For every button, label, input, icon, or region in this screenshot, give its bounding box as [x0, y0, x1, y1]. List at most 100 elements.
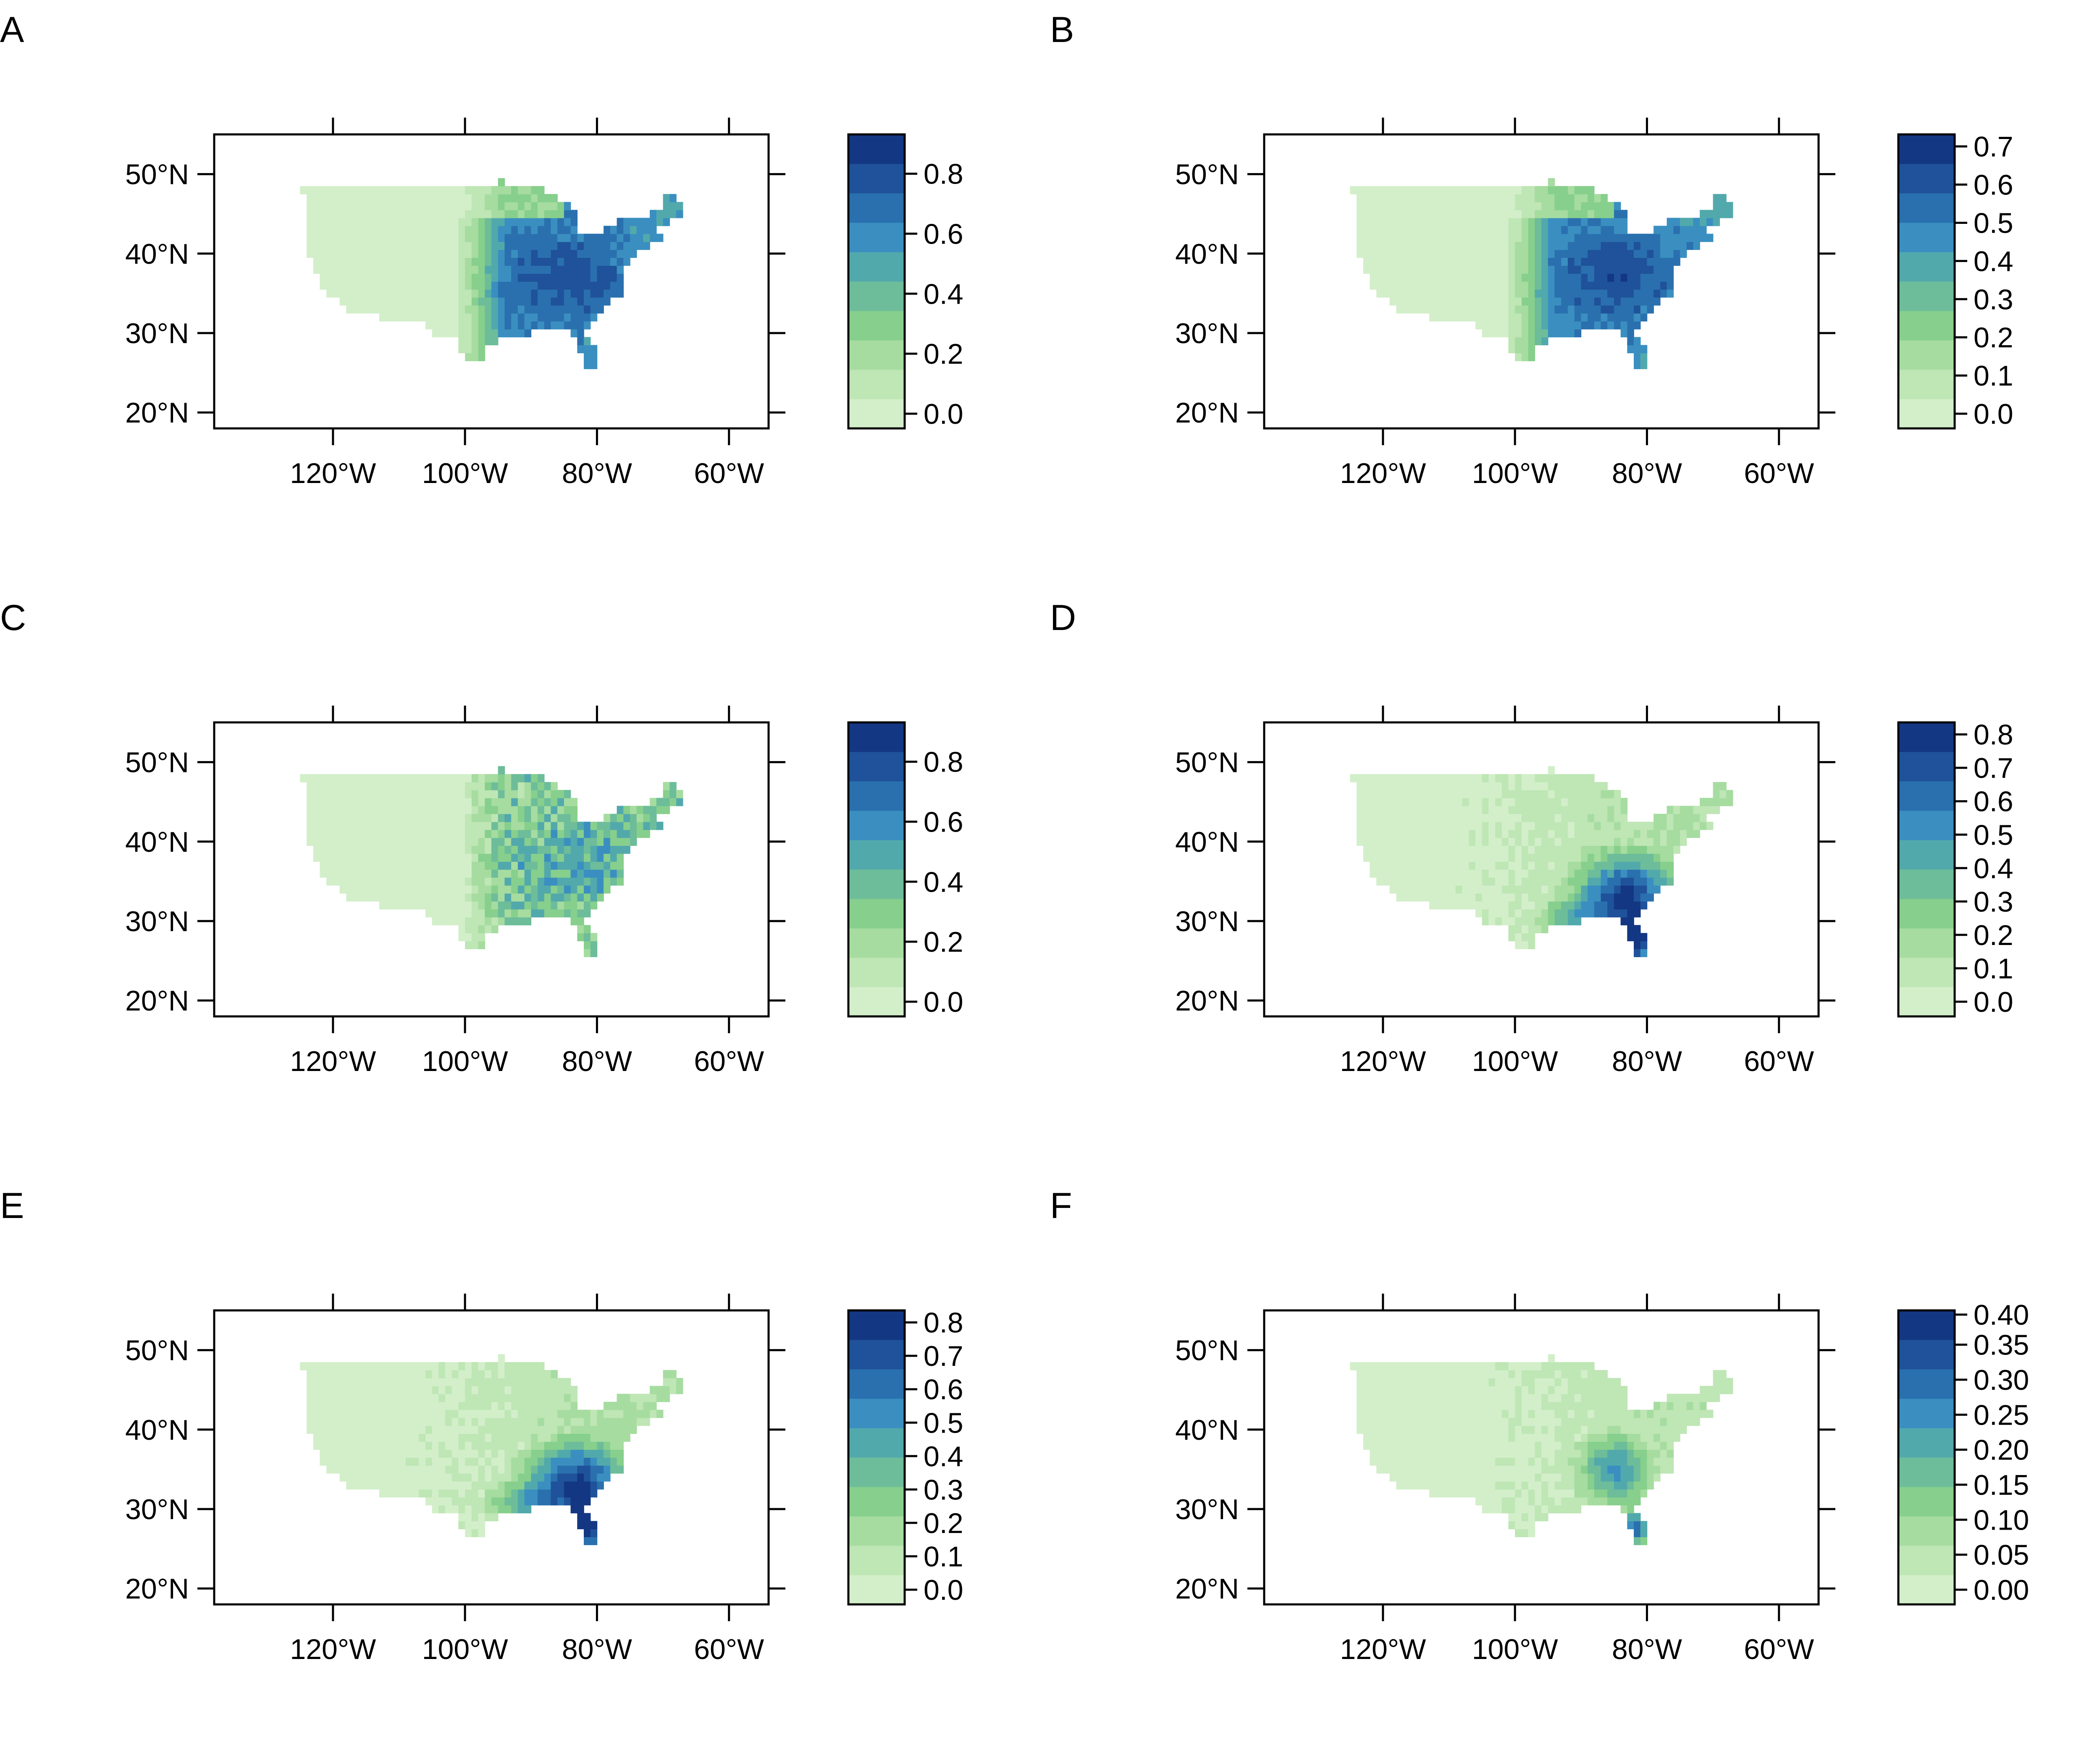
raster-cell — [1614, 1481, 1621, 1490]
raster-cell — [663, 210, 670, 218]
raster-cell — [656, 1394, 664, 1402]
raster-cell — [491, 853, 499, 862]
raster-cell — [313, 1433, 320, 1442]
raster-cell — [1521, 297, 1529, 306]
raster-cell — [511, 1449, 518, 1458]
raster-cell — [517, 782, 525, 790]
raster-cell — [1521, 814, 1529, 822]
legend-swatch — [848, 811, 905, 840]
raster-cell — [1482, 869, 1489, 878]
raster-cell — [1581, 202, 1588, 210]
raster-cell — [320, 234, 327, 242]
raster-cell — [504, 1449, 512, 1458]
raster-cell — [386, 869, 393, 878]
raster-cell — [1548, 289, 1555, 298]
raster-cell — [524, 869, 532, 878]
legend-tick-label: 0.4 — [1974, 853, 2013, 885]
raster-cell — [577, 885, 584, 894]
raster-cell — [425, 305, 433, 314]
raster-cell — [399, 242, 406, 250]
raster-cell — [1389, 853, 1397, 862]
raster-cell — [1614, 1449, 1621, 1458]
raster-cell — [1640, 869, 1648, 878]
raster-cell — [471, 790, 479, 798]
raster-cell — [517, 273, 525, 282]
raster-cell — [1541, 909, 1549, 918]
raster-cell — [597, 1465, 604, 1474]
raster-cell — [1515, 265, 1522, 274]
raster-cell — [1436, 1449, 1443, 1458]
raster-cell — [1442, 234, 1449, 242]
raster-cell — [1713, 790, 1720, 798]
raster-cell — [366, 1425, 373, 1434]
raster-cell — [1455, 1441, 1463, 1450]
raster-cell — [1561, 1433, 1568, 1442]
raster-cell — [584, 305, 591, 314]
raster-cell — [359, 202, 367, 210]
raster-cell — [333, 877, 340, 886]
raster-cell — [1508, 790, 1515, 798]
raster-cell — [445, 1473, 452, 1482]
raster-cell — [538, 1457, 545, 1466]
raster-cell — [419, 1489, 426, 1498]
raster-cell — [1581, 893, 1588, 902]
raster-cell — [1567, 917, 1575, 926]
raster-cell — [1495, 210, 1502, 218]
raster-cell — [359, 1410, 367, 1418]
raster-cell — [577, 909, 584, 918]
raster-cell — [1508, 798, 1515, 806]
raster-cell — [405, 1481, 413, 1490]
raster-cell — [419, 1457, 426, 1466]
raster-cell — [1581, 869, 1588, 878]
raster-cell — [1567, 305, 1575, 314]
raster-cell — [485, 1497, 492, 1506]
raster-cell — [333, 1457, 340, 1466]
raster-cell — [1693, 234, 1700, 242]
raster-cell — [1541, 1425, 1549, 1434]
raster-cell — [1462, 806, 1469, 814]
raster-cell — [1528, 885, 1535, 894]
raster-cell — [1469, 297, 1476, 306]
raster-cell — [498, 893, 505, 902]
raster-cell — [438, 1497, 446, 1506]
raster-cell — [531, 790, 538, 798]
raster-cell — [451, 798, 459, 806]
raster-cell — [1409, 1410, 1417, 1418]
raster-cell — [1561, 265, 1568, 274]
raster-cell — [1429, 1425, 1436, 1434]
raster-cell — [1495, 869, 1502, 878]
raster-cell — [1508, 186, 1515, 194]
raster-cell — [438, 885, 446, 894]
raster-cell — [524, 313, 532, 322]
raster-cell — [1482, 1433, 1489, 1442]
raster-cell — [617, 845, 624, 854]
raster-cell — [564, 202, 571, 210]
raster-cell — [570, 1410, 578, 1418]
raster-cell — [511, 257, 518, 266]
lon-tick-label: 80°W — [1612, 457, 1682, 489]
raster-cell — [1363, 186, 1370, 194]
raster-cell — [1495, 273, 1502, 282]
raster-cell — [359, 194, 367, 202]
raster-cell — [445, 186, 452, 194]
raster-cell — [531, 194, 538, 202]
raster-cell — [1515, 337, 1522, 346]
raster-cell — [623, 249, 630, 258]
raster-cell — [1607, 1418, 1614, 1426]
raster-cell — [1574, 218, 1582, 226]
raster-cell — [1475, 242, 1483, 250]
raster-cell — [313, 1370, 320, 1378]
raster-cell — [1442, 265, 1449, 274]
raster-cell — [1680, 226, 1687, 234]
raster-cell — [1423, 853, 1430, 862]
raster-cell — [392, 1402, 399, 1410]
raster-cell — [1376, 1433, 1383, 1442]
raster-cell — [1594, 885, 1601, 894]
raster-cell — [1581, 861, 1588, 870]
raster-cell — [1508, 1489, 1515, 1498]
raster-cell — [1462, 242, 1469, 250]
raster-cell — [1521, 1529, 1529, 1537]
raster-cell — [1561, 281, 1568, 290]
raster-cell — [1601, 1410, 1608, 1418]
raster-cell — [676, 790, 683, 798]
